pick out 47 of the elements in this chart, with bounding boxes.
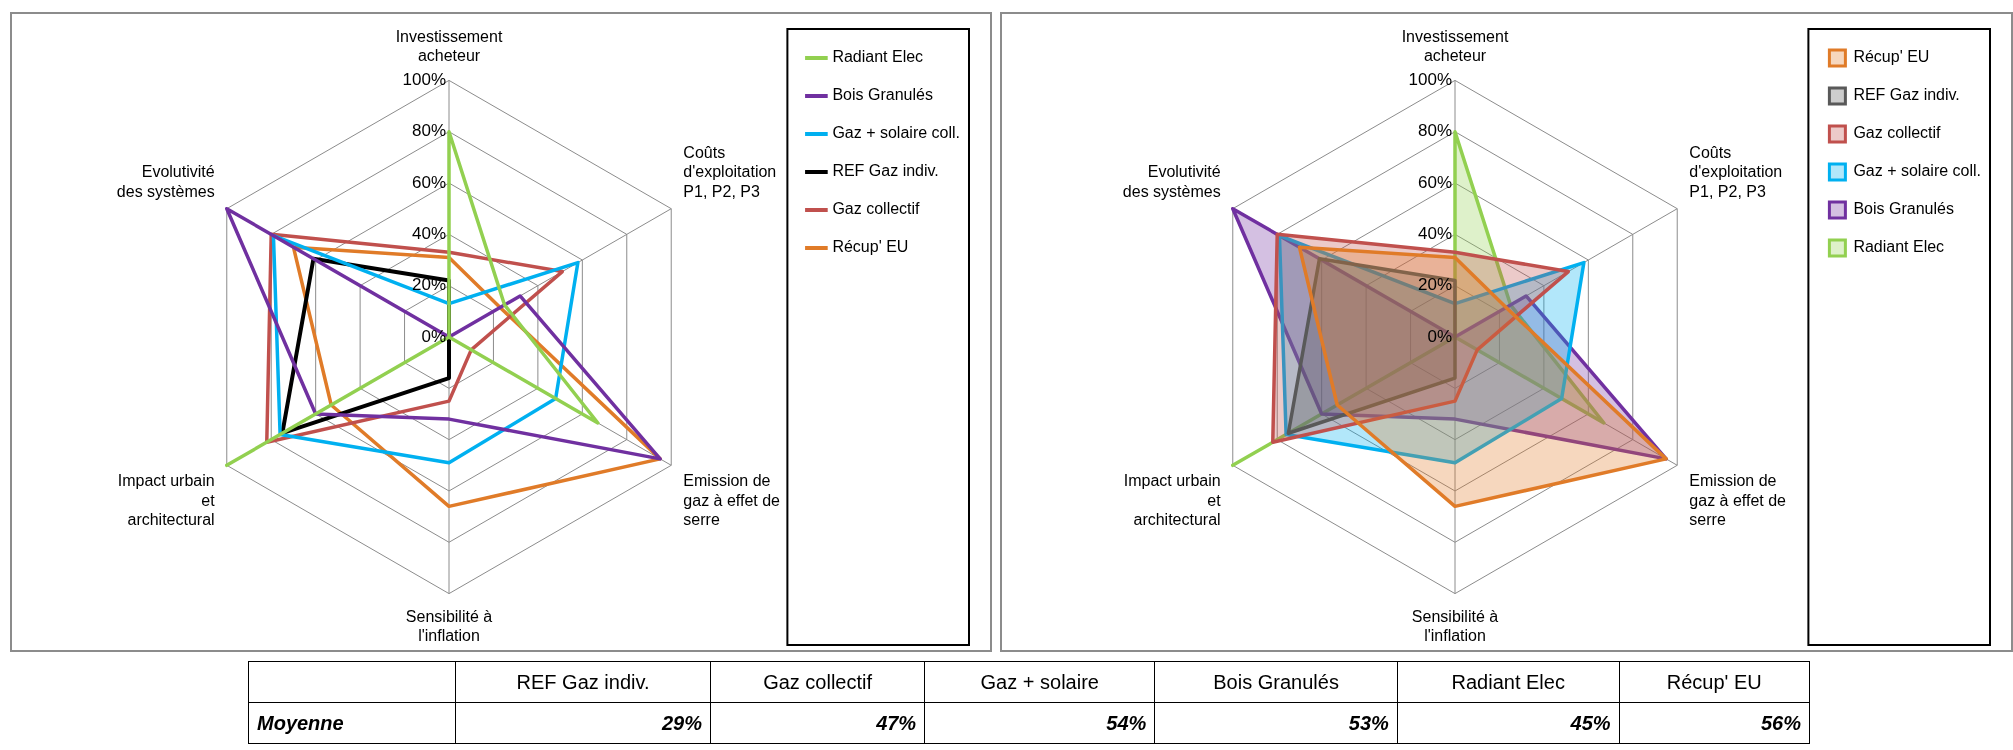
spoke-label: Sensibilité à l'inflation bbox=[1411, 607, 1499, 644]
category-label: Bois Granulés bbox=[1154, 661, 1398, 703]
y-tick-label: 40% bbox=[1417, 224, 1452, 244]
data-label: 45% bbox=[1397, 702, 1620, 744]
y-tick-label: 0% bbox=[1427, 326, 1452, 346]
legend-label: Radiant Elec bbox=[832, 48, 924, 66]
category-label: Gaz + solaire bbox=[924, 661, 1155, 703]
y-tick-label: 40% bbox=[411, 224, 446, 244]
category-label: Récup' EU bbox=[1619, 661, 1810, 703]
spoke-label: Investissement acheteur bbox=[395, 28, 503, 65]
legend-label: REF Gaz indiv. bbox=[832, 162, 939, 180]
category-label: Gaz collectif bbox=[710, 661, 925, 703]
legend-label: Bois Granulés bbox=[832, 86, 933, 104]
data-label: 56% bbox=[1619, 702, 1810, 744]
spoke-label: Evolutivité des systèmes bbox=[1122, 163, 1221, 200]
y-tick-label: 60% bbox=[1417, 172, 1452, 192]
data-label: 54% bbox=[924, 702, 1155, 744]
legend-label: Radiant Elec bbox=[1853, 238, 1945, 256]
legend-label: REF Gaz indiv. bbox=[1853, 86, 1960, 104]
legend-label: Bois Granulés bbox=[1853, 200, 1954, 218]
spoke-label: Coûts d'exploitation P1, P2, P3 bbox=[1689, 144, 1783, 200]
category-label: Radiant Elec bbox=[1397, 661, 1620, 703]
data-label: 53% bbox=[1154, 702, 1398, 744]
spoke-label: Emission de gaz à effet de serre bbox=[1689, 472, 1787, 528]
legend-label: Gaz + solaire coll. bbox=[832, 124, 960, 142]
spoke-label: Emission de gaz à effet de serre bbox=[683, 472, 781, 528]
spoke-label: Sensibilité à l'inflation bbox=[405, 607, 493, 644]
spoke-label: Impact urbain et architectural bbox=[117, 472, 216, 528]
spoke-label: Impact urbain et architectural bbox=[1123, 472, 1222, 528]
y-tick-label: 20% bbox=[1417, 275, 1452, 295]
data-label: 47% bbox=[710, 702, 925, 744]
legend-label: Gaz collectif bbox=[832, 200, 921, 218]
y-tick-label: 60% bbox=[411, 172, 446, 192]
category-label: REF Gaz indiv. bbox=[455, 661, 711, 703]
legend-label: Récup' EU bbox=[832, 238, 909, 256]
spoke-label: Coûts d'exploitation P1, P2, P3 bbox=[683, 144, 777, 200]
y-tick-label: 80% bbox=[1417, 121, 1452, 141]
y-tick-label: 100% bbox=[402, 70, 446, 90]
y-tick-label: 100% bbox=[1408, 70, 1452, 90]
spoke-label: Investissement acheteur bbox=[1401, 28, 1509, 65]
series-label: Moyenne bbox=[248, 702, 456, 744]
legend-label: Gaz collectif bbox=[1853, 124, 1942, 142]
y-tick-label: 80% bbox=[411, 121, 446, 141]
data-label: 29% bbox=[455, 702, 711, 744]
legend-label: Gaz + solaire coll. bbox=[1853, 162, 1981, 180]
spoke-label: Evolutivité des systèmes bbox=[116, 163, 215, 200]
legend-label: Récup' EU bbox=[1853, 48, 1930, 66]
